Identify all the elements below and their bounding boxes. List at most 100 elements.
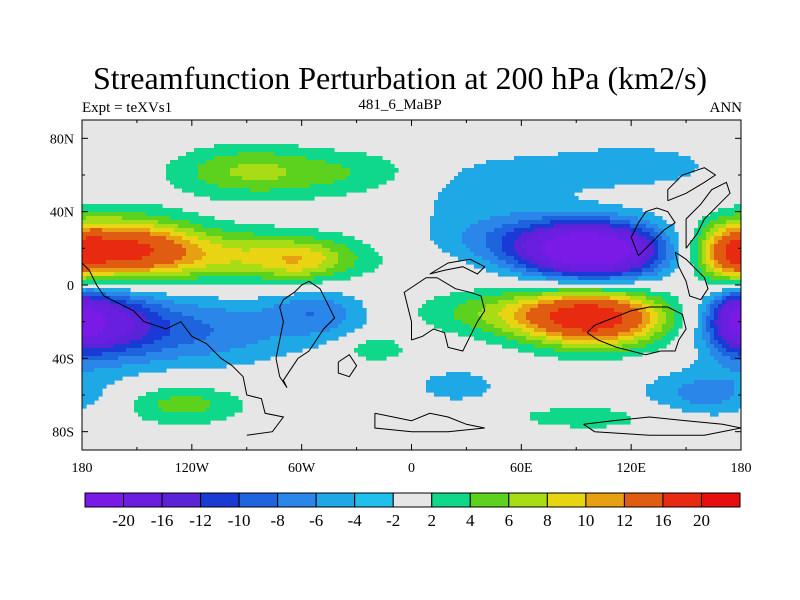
field-cell [214,176,219,181]
field-cell [270,320,275,325]
field-cell [250,280,255,285]
field-cell [206,364,211,369]
field-cell [498,244,503,249]
field-cell [522,240,527,245]
field-cell [282,252,287,257]
field-cell [278,348,283,353]
field-cell [134,212,139,217]
field-cell [258,184,263,189]
field-cell [126,256,131,261]
field-cell [502,296,507,301]
field-cell [486,164,491,169]
field-cell [362,268,367,273]
field-cell [366,352,371,357]
field-cell [174,348,179,353]
field-cell [470,328,475,333]
field-cell [294,192,299,197]
field-cell [230,244,235,249]
field-cell [522,276,527,281]
field-cell [214,408,219,413]
field-cell [330,152,335,157]
field-cell [270,188,275,193]
field-cell [334,296,339,301]
field-cell [378,172,383,177]
field-cell [442,312,447,317]
field-cell [518,160,523,165]
field-cell [178,388,183,393]
field-cell [286,308,291,313]
field-cell [166,320,171,325]
field-cell [534,164,539,169]
field-cell [334,252,339,257]
field-cell [442,212,447,217]
field-cell [194,404,199,409]
field-cell [130,300,135,305]
field-cell [146,416,151,421]
field-cell [554,200,559,205]
field-cell [166,304,171,309]
field-cell [322,152,327,157]
field-cell [450,244,455,249]
field-cell [230,300,235,305]
field-cell [562,296,567,301]
field-cell [158,220,163,225]
field-cell [434,296,439,301]
field-cell [158,312,163,317]
field-cell [174,332,179,337]
field-cell [390,340,395,345]
field-cell [286,188,291,193]
field-cell [214,236,219,241]
field-cell [202,308,207,313]
field-cell [214,148,219,153]
field-cell [286,228,291,233]
field-cell [190,360,195,365]
field-cell [378,340,383,345]
field-cell [206,308,211,313]
field-cell [126,244,131,249]
field-cell [142,208,147,213]
field-cell [290,320,295,325]
field-cell [110,220,115,225]
field-cell [566,324,571,329]
field-cell [546,168,551,173]
field-cell [474,184,479,189]
field-cell [466,312,471,317]
field-cell [566,352,571,357]
field-cell [158,252,163,257]
field-cell [562,160,567,165]
field-cell [282,248,287,253]
field-cell [538,216,543,221]
field-cell [146,252,151,257]
field-cell [118,232,123,237]
field-cell [558,188,563,193]
field-cell [542,260,547,265]
field-cell [210,164,215,169]
field-cell [302,244,307,249]
field-cell [106,332,111,337]
field-cell [162,392,167,397]
field-cell [466,324,471,329]
field-cell [170,412,175,417]
field-cell [566,316,571,321]
field-cell [538,300,543,305]
field-cell [482,196,487,201]
field-cell [158,404,163,409]
field-cell [262,252,267,257]
field-cell [366,268,371,273]
field-cell [330,244,335,249]
field-cell [98,368,103,373]
field-cell [306,328,311,333]
field-cell [478,232,483,237]
field-cell [246,240,251,245]
field-cell [262,280,267,285]
field-cell [282,332,287,337]
field-cell [450,316,455,321]
field-cell [362,188,367,193]
field-cell [174,212,179,217]
field-cell [158,328,163,333]
field-cell [238,260,243,265]
field-cell [242,328,247,333]
field-cell [202,272,207,277]
field-cell [162,348,167,353]
field-cell [370,352,375,357]
